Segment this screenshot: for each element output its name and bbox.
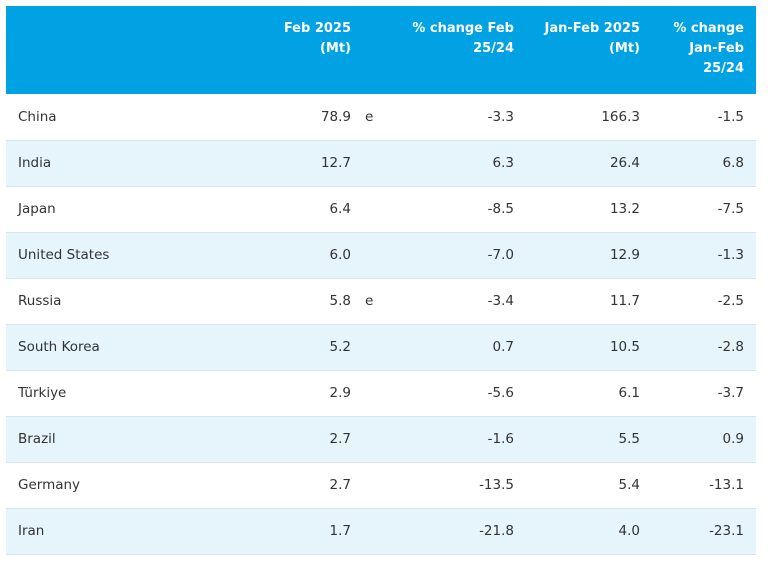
cell-estimate-flag [363,462,383,509]
table-body: China 78.9 e -3.3 166.3 -1.5 India 12.7 6.3 26.4 6… [6,94,756,555]
cell-pct-change-feb: -8.5 [383,186,526,233]
cell-country: South Korea [6,324,233,371]
table-header: Feb 2025 (Mt) % change Feb 25/24 Jan-Feb… [6,6,756,94]
cell-pct-change-jan-feb: 0.9 [652,416,756,463]
cell-pct-change-feb: -13.5 [383,462,526,509]
cell-estimate-flag [363,370,383,417]
header-pct-change-jan-feb: % change Jan-Feb 25/24 [652,6,756,94]
header-row: Feb 2025 (Mt) % change Feb 25/24 Jan-Feb… [6,6,756,94]
table-row: United States 6.0 -7.0 12.9 -1.3 [6,232,756,279]
cell-country: Japan [6,186,233,233]
cell-pct-change-feb: 0.7 [383,324,526,371]
cell-pct-change-feb: -3.4 [383,278,526,325]
cell-pct-change-feb: -3.3 [383,94,526,141]
cell-jan-feb-2025: 6.1 [526,370,652,417]
cell-pct-change-jan-feb: -3.7 [652,370,756,417]
cell-jan-feb-2025: 11.7 [526,278,652,325]
header-pct-change-feb: % change Feb 25/24 [383,6,526,94]
table-row: Türkiye 2.9 -5.6 6.1 -3.7 [6,370,756,417]
cell-feb-2025: 1.7 [233,508,363,555]
cell-feb-2025: 6.4 [233,186,363,233]
cell-jan-feb-2025: 26.4 [526,140,652,187]
cell-country: United States [6,232,233,279]
cell-estimate-flag [363,140,383,187]
table-row: South Korea 5.2 0.7 10.5 -2.8 [6,324,756,371]
cell-estimate-flag: e [363,278,383,325]
cell-estimate-flag [363,508,383,555]
table-row: India 12.7 6.3 26.4 6.8 [6,140,756,187]
cell-estimate-flag [363,232,383,279]
cell-feb-2025: 2.7 [233,416,363,463]
cell-pct-change-jan-feb: -2.8 [652,324,756,371]
cell-country: Iran [6,508,233,555]
cell-pct-change-jan-feb: 6.8 [652,140,756,187]
cell-feb-2025: 6.0 [233,232,363,279]
cell-pct-change-jan-feb: -1.3 [652,232,756,279]
cell-pct-change-feb: -5.6 [383,370,526,417]
cell-feb-2025: 5.2 [233,324,363,371]
cell-feb-2025: 2.7 [233,462,363,509]
table-row: Brazil 2.7 -1.6 5.5 0.9 [6,416,756,463]
cell-country: China [6,94,233,141]
cell-estimate-flag [363,324,383,371]
cell-jan-feb-2025: 12.9 [526,232,652,279]
cell-pct-change-jan-feb: -23.1 [652,508,756,555]
cell-country: India [6,140,233,187]
table-row: China 78.9 e -3.3 166.3 -1.5 [6,94,756,141]
header-estimate-flag [363,6,383,94]
cell-estimate-flag: e [363,94,383,141]
cell-feb-2025: 2.9 [233,370,363,417]
cell-country: Brazil [6,416,233,463]
header-country [6,6,233,94]
cell-feb-2025: 12.7 [233,140,363,187]
cell-pct-change-jan-feb: -13.1 [652,462,756,509]
cell-pct-change-feb: -21.8 [383,508,526,555]
cell-pct-change-jan-feb: -1.5 [652,94,756,141]
cell-jan-feb-2025: 5.4 [526,462,652,509]
table-row: Germany 2.7 -13.5 5.4 -13.1 [6,462,756,509]
header-feb-2025: Feb 2025 (Mt) [233,6,363,94]
cell-jan-feb-2025: 10.5 [526,324,652,371]
cell-estimate-flag [363,416,383,463]
cell-feb-2025: 78.9 [233,94,363,141]
cell-pct-change-jan-feb: -2.5 [652,278,756,325]
data-table-container: Feb 2025 (Mt) % change Feb 25/24 Jan-Feb… [6,6,756,555]
table-row: Russia 5.8 e -3.4 11.7 -2.5 [6,278,756,325]
cell-jan-feb-2025: 13.2 [526,186,652,233]
cell-country: Germany [6,462,233,509]
cell-jan-feb-2025: 166.3 [526,94,652,141]
steel-production-table: Feb 2025 (Mt) % change Feb 25/24 Jan-Feb… [6,6,756,555]
header-jan-feb-2025: Jan-Feb 2025 (Mt) [526,6,652,94]
cell-jan-feb-2025: 4.0 [526,508,652,555]
cell-country: Türkiye [6,370,233,417]
cell-country: Russia [6,278,233,325]
table-row: Japan 6.4 -8.5 13.2 -7.5 [6,186,756,233]
cell-feb-2025: 5.8 [233,278,363,325]
cell-pct-change-jan-feb: -7.5 [652,186,756,233]
cell-pct-change-feb: -1.6 [383,416,526,463]
cell-jan-feb-2025: 5.5 [526,416,652,463]
table-row: Iran 1.7 -21.8 4.0 -23.1 [6,508,756,555]
cell-pct-change-feb: 6.3 [383,140,526,187]
cell-estimate-flag [363,186,383,233]
cell-pct-change-feb: -7.0 [383,232,526,279]
